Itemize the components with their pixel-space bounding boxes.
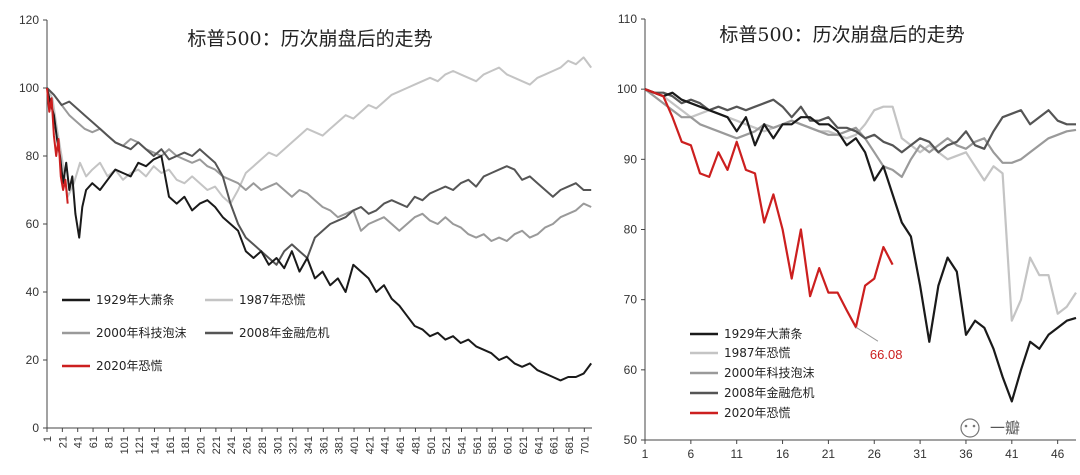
legend-label: 2000年科技泡沫	[96, 326, 187, 340]
x-tick-label: 46	[1051, 447, 1065, 461]
series-line-1929	[644, 88, 1077, 403]
x-tick-label: 61	[88, 436, 100, 448]
x-tick-label: 41	[73, 436, 85, 448]
series-line-2008	[46, 87, 592, 266]
y-tick-label: 40	[26, 285, 40, 299]
x-tick-label: 561	[472, 436, 484, 454]
y-tick-label: 100	[617, 82, 637, 96]
x-tick-label: 321	[288, 436, 300, 454]
x-tick-label: 121	[134, 436, 146, 454]
y-tick-label: 50	[624, 433, 638, 447]
x-tick-label: 401	[349, 436, 361, 454]
annotation-leader	[855, 326, 879, 342]
watermark-icon	[960, 418, 980, 438]
x-tick-label: 481	[410, 436, 422, 454]
x-tick-label: 141	[149, 436, 161, 454]
y-tick-label: 70	[624, 293, 638, 307]
legend-label: 1987年恐慌	[239, 293, 306, 307]
x-tick-label: 421	[364, 436, 376, 454]
series-line-1987	[644, 88, 1077, 322]
x-tick-label: 6	[688, 447, 695, 461]
y-tick-label: 60	[26, 217, 40, 231]
legend-label: 1929年大萧条	[724, 327, 803, 341]
watermark-icon-eye	[972, 424, 976, 428]
legend-label: 1987年恐慌	[724, 346, 791, 360]
chart-title: 标普500：历次崩盘后的走势	[719, 24, 964, 46]
x-tick-label: 201	[196, 436, 208, 454]
x-tick-label: 461	[395, 436, 407, 454]
x-tick-label: 701	[579, 436, 591, 454]
y-tick-label: 0	[32, 421, 39, 435]
chart-title: 标普500：历次崩盘后的走势	[187, 28, 432, 50]
legend-label: 2008年金融危机	[724, 385, 815, 400]
x-tick-label: 21	[822, 447, 836, 461]
y-tick-label: 90	[624, 152, 638, 166]
watermark-text: 一瓣	[990, 419, 1020, 437]
series-line-2020	[46, 87, 69, 204]
x-tick-label: 661	[549, 436, 561, 454]
y-tick-label: 80	[624, 223, 638, 237]
x-tick-label: 341	[303, 436, 315, 454]
y-tick-label: 60	[624, 363, 638, 377]
x-tick-label: 501	[426, 436, 438, 454]
x-tick-label: 1	[42, 436, 54, 442]
series-line-1929	[46, 87, 593, 382]
x-tick-label: 36	[959, 447, 973, 461]
x-tick-label: 21	[57, 436, 69, 448]
legend-label: 2000年科技泡沫	[724, 366, 815, 380]
watermark: 一瓣	[960, 418, 1020, 438]
x-tick-label: 281	[257, 436, 269, 454]
x-tick-label: 1	[642, 447, 649, 461]
x-tick-label: 101	[119, 436, 131, 454]
series-line-1987	[46, 56, 593, 205]
x-tick-label: 361	[318, 436, 330, 454]
x-tick-label: 641	[533, 436, 545, 454]
legend: 1929年大萧条 1987年恐慌 2000年科技泡沫 2008年金融危机 2020年恐慌	[62, 293, 330, 373]
x-tick-label: 381	[334, 436, 346, 454]
watermark-icon-eye	[964, 424, 968, 428]
legend-label: 1929年大萧条	[96, 293, 175, 307]
y-tick-label: 80	[26, 149, 40, 163]
x-tick-label: 261	[242, 436, 254, 454]
x-tick-label: 31	[913, 447, 927, 461]
annotation-label: 66.08	[870, 347, 903, 362]
x-tick-label: 221	[211, 436, 223, 454]
series-line-2000	[46, 87, 592, 242]
x-tick-label: 601	[503, 436, 515, 454]
x-tick-label: 521	[441, 436, 453, 454]
y-tick-label: 110	[618, 12, 637, 26]
x-tick-label: 241	[226, 436, 238, 454]
legend-label: 2008年金融危机	[239, 325, 330, 340]
y-tick-label: 100	[19, 81, 39, 95]
x-tick-label: 161	[165, 436, 177, 454]
x-tick-label: 81	[103, 436, 115, 448]
x-tick-label: 16	[776, 447, 790, 461]
y-tick-label: 120	[19, 13, 39, 27]
series-line-2020	[644, 88, 894, 329]
legend-label: 2020年恐慌	[724, 406, 791, 420]
legend-label: 2020年恐慌	[96, 359, 163, 373]
x-tick-label: 41	[1005, 447, 1019, 461]
series-line-2000	[644, 88, 1077, 178]
x-tick-label: 681	[564, 436, 576, 454]
legend: 1929年大萧条 1987年恐慌 2000年科技泡沫 2008年金融危机 2020年恐慌	[690, 327, 815, 420]
series-line-2008	[644, 88, 1076, 154]
x-tick-label: 441	[380, 436, 392, 454]
y-tick-label: 20	[26, 353, 40, 367]
x-tick-label: 581	[487, 436, 499, 454]
x-tick-label: 26	[868, 447, 882, 461]
x-tick-label: 621	[518, 436, 530, 454]
x-tick-label: 301	[272, 436, 284, 454]
x-tick-label: 181	[180, 436, 192, 454]
x-tick-label: 541	[457, 436, 469, 454]
x-tick-label: 11	[730, 447, 743, 461]
